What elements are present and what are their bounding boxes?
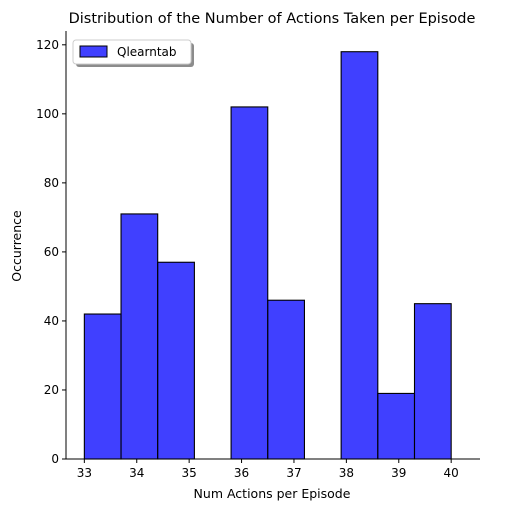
histogram-bar [120,213,159,460]
x-tick-label: 38 [339,466,354,480]
chart-title: Distribution of the Number of Actions Ta… [69,11,476,27]
x-axis-label: Num Actions per Episode [194,486,351,501]
x-tick-label: 39 [391,466,406,480]
legend-swatch [79,45,108,58]
y-tick-label: 120 [36,38,59,52]
y-tick-label: 80 [44,176,59,190]
y-tick-label: 0 [51,452,59,466]
bars-group [83,51,452,460]
x-tick-label: 37 [286,466,301,480]
y-axis-label: Occurrence [9,210,24,282]
histogram-bar [340,51,379,460]
histogram-bar [267,299,305,460]
histogram-bar [157,261,195,460]
x-axis: 33 34 35 36 37 38 39 40 [66,458,480,480]
y-tick-label: 100 [36,107,59,121]
x-tick-label: 34 [129,466,144,480]
legend: Qlearntab [72,39,194,67]
x-tick-label: 35 [182,466,197,480]
x-tick-label: 36 [234,466,249,480]
legend-label: Qlearntab [117,45,177,59]
x-tick-label: 40 [444,466,459,480]
y-axis: 0 20 40 60 80 100 120 [36,31,67,466]
y-tick-label: 60 [44,245,59,259]
histogram-bar [83,313,122,460]
y-tick-label: 40 [44,314,59,328]
y-tick-label: 20 [44,383,59,397]
histogram-bar [230,106,269,460]
histogram-bar [413,303,452,460]
x-tick-label: 33 [77,466,92,480]
histogram-bar [377,392,416,460]
